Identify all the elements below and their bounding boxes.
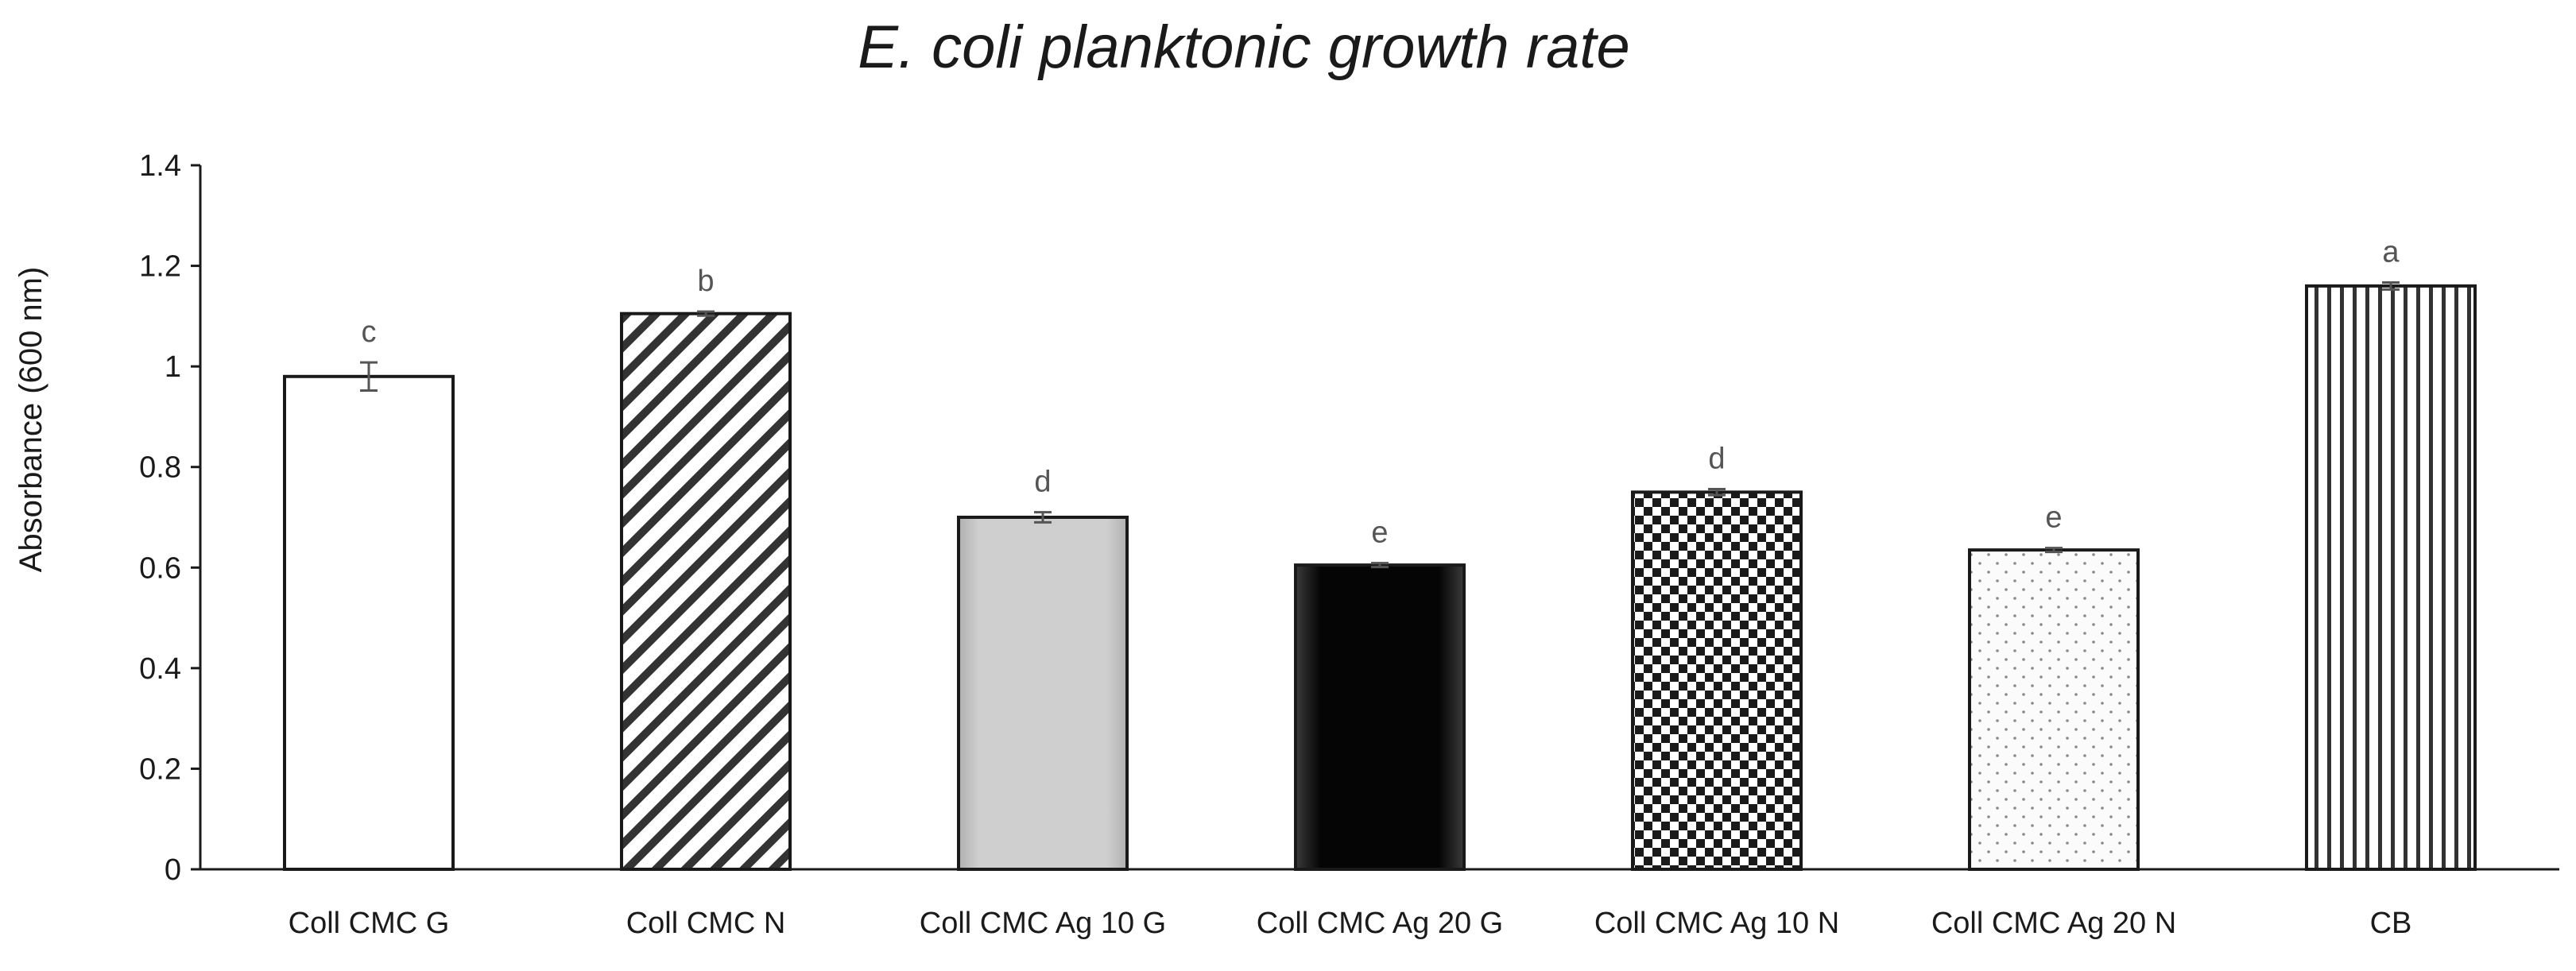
error-bar [697,310,715,317]
error-bar [2045,547,2063,554]
y-tick-label: 1 [165,350,181,384]
error-bar [360,361,378,393]
y-tick-label: 1.2 [139,250,181,284]
y-tick-label: 0.4 [139,652,181,686]
y-axis-title: Absorbance (600 nm) [14,267,48,573]
bar-coll-cmc-ag-20-g [1294,563,1466,871]
error-bar [1371,562,1389,569]
significance-letter: d [1034,466,1051,499]
bars-group: c b d e d e a [283,235,2477,872]
chart-title: E. coli planktonic growth rate [858,14,1630,81]
x-category-label: CB [2370,907,2412,940]
significance-letter: e [1371,516,1388,550]
x-category-label: Coll CMC Ag 20 G [1257,907,1503,940]
x-axis-labels: Coll CMC G Coll CMC N Coll CMC Ag 10 G Coll… [289,907,2412,940]
y-tick-label: 1.4 [139,149,181,183]
significance-letter: d [1708,443,1725,476]
y-tick-label: 0.6 [139,551,181,585]
bar-coll-cmc-ag-10-n [1631,490,1803,871]
error-bar [1708,488,1726,497]
x-category-label: Coll CMC N [626,907,786,940]
significance-letter: e [2045,501,2062,535]
x-category-label: Coll CMC Ag 10 N [1594,907,1839,940]
axes-group [199,165,2559,871]
bar-coll-cmc-g [283,374,455,871]
significance-letter: c [362,315,377,349]
significance-letter: a [2382,235,2400,269]
bar-cb [2305,284,2477,871]
y-tick-label: 0.2 [139,752,181,786]
y-axis-ticks: 0 0.2 0.4 0.6 0.8 1 1.2 1.4 [139,149,200,887]
error-bar [1034,511,1052,524]
x-category-label: Coll CMC Ag 10 G [920,907,1166,940]
y-tick-label: 0.8 [139,451,181,485]
significance-letter: b [697,265,714,298]
y-tick-label: 0 [165,853,181,887]
error-bar [2382,280,2400,291]
x-category-label: Coll CMC G [289,907,450,940]
bar-coll-cmc-n [620,311,792,871]
x-category-label: Coll CMC Ag 20 N [1931,907,2176,940]
bar-coll-cmc-ag-10-g [957,516,1129,871]
bar-coll-cmc-ag-20-n [1968,548,2140,872]
